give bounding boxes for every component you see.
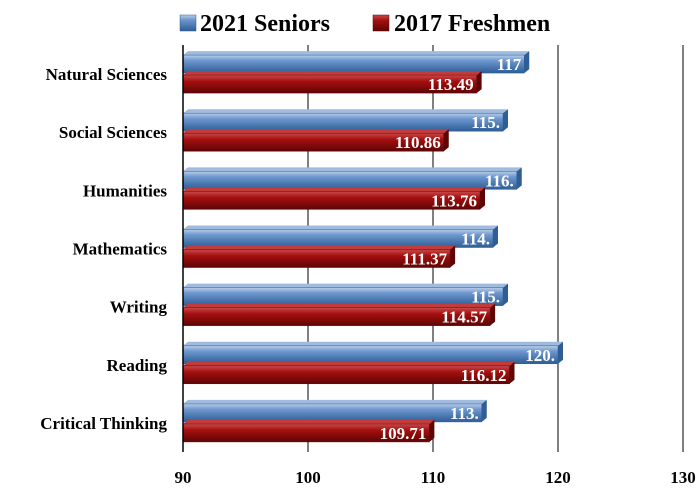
data-label: 109.71 <box>380 424 427 443</box>
data-label: 114.57 <box>441 308 487 327</box>
x-tick-label: 130 <box>670 468 696 487</box>
category-label: Humanities <box>83 181 167 200</box>
bar-top-face <box>183 225 498 230</box>
x-tick-label: 110 <box>421 468 446 487</box>
bar-top-face <box>183 341 563 346</box>
data-label: 110.86 <box>395 133 441 152</box>
bar-seniors <box>182 171 517 190</box>
bars: 117 113.49 115. 110.86 116. 113.76 114. 111.37 1… <box>182 51 563 443</box>
bar-top-face <box>183 71 482 76</box>
legend-label-freshmen: 2017 Freshmen <box>394 11 550 37</box>
category-label: Mathematics <box>73 240 168 259</box>
legend-label-seniors: 2021 Seniors <box>200 11 330 37</box>
bar-seniors <box>182 345 559 365</box>
bar-side-face <box>493 225 498 248</box>
bar-top-face <box>183 283 508 288</box>
data-label: 115. <box>471 288 500 307</box>
bar-side-face <box>516 167 522 190</box>
x-tick-label: 90 <box>175 468 192 487</box>
data-label: 113.76 <box>431 191 477 210</box>
bar-top-face <box>183 245 456 250</box>
category-label: Critical Thinking <box>40 414 167 433</box>
data-label: 111.37 <box>402 250 447 269</box>
data-label: 120. <box>525 346 555 365</box>
bar-top-face <box>183 419 435 424</box>
bar-side-face <box>450 245 456 268</box>
bar-top-face <box>183 187 485 192</box>
bar-side-face <box>558 341 563 364</box>
bar-side-face <box>476 71 482 94</box>
bar-side-face <box>480 187 485 210</box>
data-label: 113.49 <box>428 75 474 94</box>
legend-swatch-seniors <box>179 14 197 32</box>
category-label: Writing <box>110 298 168 317</box>
data-label: 113. <box>450 404 479 423</box>
bar-seniors <box>182 287 504 306</box>
data-label: 114. <box>461 230 490 249</box>
bar-seniors <box>182 229 494 248</box>
bar-side-face <box>503 283 508 306</box>
category-labels: Natural Sciences Social Sciences Humanitie… <box>40 65 167 433</box>
data-label: 116.12 <box>461 366 507 385</box>
category-label: Natural Sciences <box>46 65 168 84</box>
bar-seniors <box>182 54 525 74</box>
bar-top-face <box>183 51 530 56</box>
bar-side-face <box>429 419 435 442</box>
bar-side-face <box>490 303 496 326</box>
legend-swatch-freshmen <box>372 14 390 32</box>
legend: 2021 Seniors 2017 Freshmen <box>179 11 550 37</box>
x-tick-label: 120 <box>545 468 571 487</box>
bar-seniors <box>182 112 504 132</box>
data-label: 115. <box>471 113 500 132</box>
bar-top-face <box>183 361 515 366</box>
category-label: Reading <box>107 356 168 375</box>
x-axis-tick-labels: 90 100 110 120 130 <box>175 468 696 487</box>
data-label: 117 <box>497 55 522 74</box>
x-tick-label: 100 <box>295 468 321 487</box>
bar-side-face <box>509 361 515 384</box>
category-label: Social Sciences <box>59 123 168 142</box>
bar-side-face <box>443 129 449 152</box>
bar-seniors <box>182 403 482 423</box>
data-label: 116. <box>485 171 514 190</box>
bar-side-face <box>503 109 508 132</box>
bar-side-face <box>481 399 487 422</box>
bar-top-face <box>183 303 496 308</box>
bar-top-face <box>183 129 449 134</box>
bar-top-face <box>183 109 508 114</box>
bar-side-face <box>524 51 530 74</box>
bar-top-face <box>183 167 522 172</box>
bar-top-face <box>183 399 487 404</box>
